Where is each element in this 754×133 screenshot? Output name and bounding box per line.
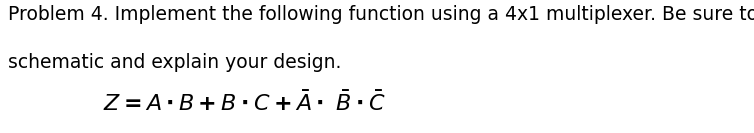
Text: Problem 4. Implement the following function using a 4x1 multiplexer. Be sure to : Problem 4. Implement the following funct… [8,5,754,24]
Text: schematic and explain your design.: schematic and explain your design. [8,53,341,72]
Text: $\mathbf{\mathit{Z} = \mathit{A} \bullet \mathit{B} + \mathit{B} \bullet \mathit: $\mathbf{\mathit{Z} = \mathit{A} \bullet… [103,90,386,115]
